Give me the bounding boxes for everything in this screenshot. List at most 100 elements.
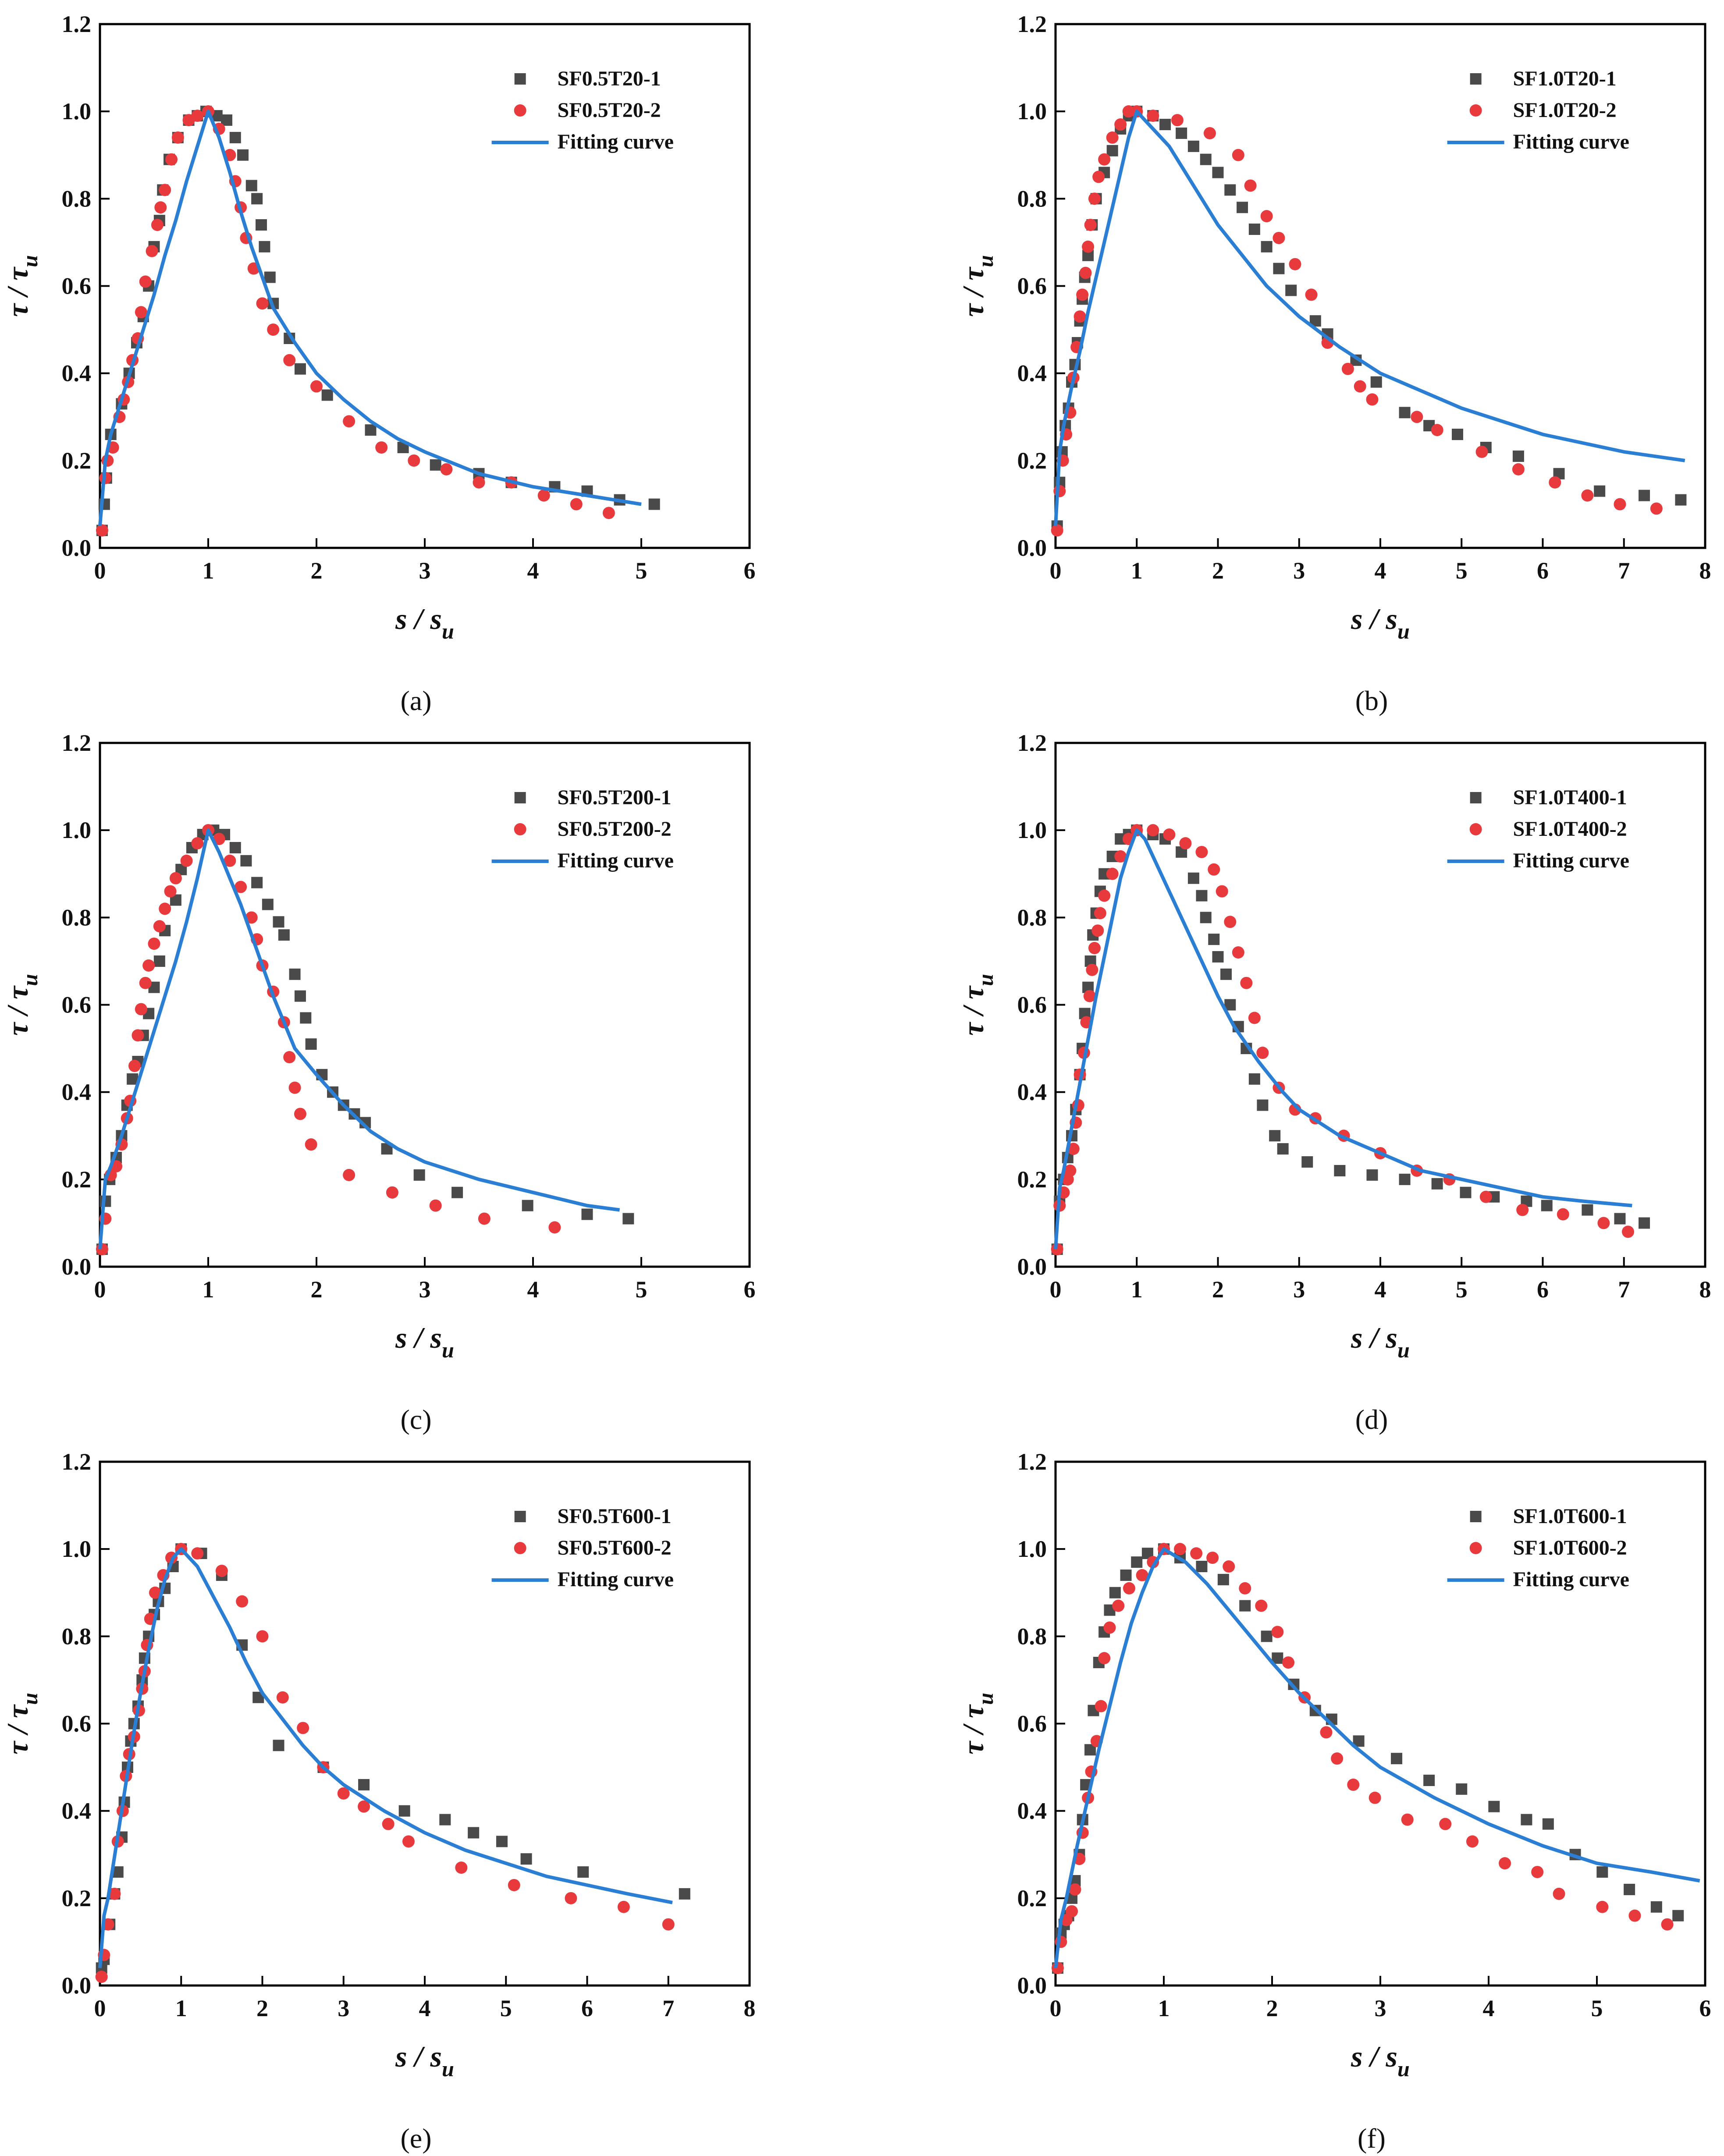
x-tick-label: 4 — [1483, 1995, 1495, 2021]
legend-label: SF1.0T20-1 — [1513, 67, 1617, 90]
x-tick-label: 1 — [175, 1995, 187, 2021]
data-point-circle — [191, 1547, 204, 1560]
data-point-circle — [548, 1221, 561, 1234]
x-axis-label-main: s / s — [1351, 2040, 1397, 2073]
data-point-circle — [151, 219, 164, 231]
x-tick-label: 4 — [527, 558, 539, 584]
series-fitting-curve — [98, 110, 642, 526]
data-point-square — [1269, 1130, 1281, 1142]
data-point-circle — [1088, 192, 1101, 205]
data-point-circle — [473, 476, 485, 489]
data-point-circle — [1240, 977, 1253, 989]
data-point-square — [1431, 1178, 1443, 1190]
series-sf1-0t600-2 — [1051, 1543, 1674, 1975]
data-point-circle — [1439, 1818, 1452, 1830]
data-point-square — [1423, 1774, 1435, 1786]
data-point-square — [1672, 1910, 1684, 1922]
data-point-circle — [1091, 924, 1104, 937]
legend-label: SF0.5T200-2 — [558, 817, 672, 841]
x-axis-label: s / su — [1351, 2040, 1410, 2081]
data-point-circle — [1466, 1835, 1479, 1848]
data-point-circle — [1123, 1582, 1135, 1595]
data-point-circle — [1553, 1887, 1565, 1900]
data-point-circle — [267, 323, 280, 336]
data-point-circle — [1195, 845, 1208, 858]
data-point-square — [1106, 145, 1118, 156]
data-point-square — [1261, 1630, 1273, 1642]
y-tick-label: 0.8 — [1017, 904, 1047, 931]
y-tick-label: 0.0 — [62, 535, 92, 561]
data-point-circle — [1479, 1190, 1492, 1203]
x-tick-label: 3 — [1293, 558, 1305, 584]
data-point-circle — [256, 297, 269, 310]
data-point-square — [522, 1200, 533, 1211]
data-point-square — [1220, 968, 1232, 980]
data-point-circle — [169, 872, 182, 884]
data-point-circle — [1086, 963, 1098, 976]
panel-caption: (b) — [1355, 685, 1388, 716]
data-point-circle — [1596, 1900, 1609, 1913]
series-sf0-5t20-1 — [96, 106, 660, 536]
data-point-square — [1224, 184, 1236, 196]
y-axis-label: τ / τu — [956, 255, 998, 317]
data-point-square — [220, 114, 232, 126]
data-point-square — [1217, 1573, 1229, 1585]
x-axis-label-subscript: u — [1397, 1338, 1410, 1362]
data-point-square — [679, 1888, 690, 1900]
y-tick-label: 0.8 — [1017, 185, 1047, 212]
data-point-square — [1176, 127, 1187, 139]
x-tick-label: 2 — [311, 558, 323, 584]
data-point-square — [365, 424, 377, 436]
data-point-circle — [382, 1818, 395, 1830]
y-axis-label-subscript: u — [18, 255, 42, 267]
y-tick-label: 0.6 — [1017, 273, 1047, 299]
data-point-circle — [1106, 867, 1119, 880]
data-point-circle — [1255, 1599, 1268, 1612]
x-tick-label: 1 — [203, 558, 214, 584]
y-tick-label: 1.2 — [62, 11, 92, 37]
data-point-circle — [294, 1108, 306, 1120]
data-point-circle — [1094, 907, 1106, 920]
legend-label: Fitting curve — [558, 130, 674, 153]
data-point-square — [1248, 224, 1260, 235]
data-point-square — [1131, 1556, 1143, 1568]
data-point-circle — [1549, 476, 1561, 489]
y-axis-label-subscript: u — [18, 1693, 42, 1705]
legend-circle-swatch — [1469, 104, 1482, 117]
data-point-circle — [1064, 1164, 1077, 1177]
data-point-square — [259, 241, 270, 252]
data-point-circle — [235, 881, 247, 893]
data-point-circle — [276, 1691, 289, 1704]
data-point-circle — [1088, 942, 1101, 955]
data-point-square — [256, 219, 267, 231]
data-point-circle — [159, 184, 171, 196]
series-fitting-curve — [98, 828, 620, 1250]
x-tick-label: 8 — [744, 1995, 756, 2021]
data-point-circle — [288, 1081, 301, 1094]
data-point-square — [1582, 1204, 1593, 1216]
data-point-circle — [165, 153, 178, 166]
data-point-square — [229, 842, 241, 853]
data-point-circle — [108, 1887, 121, 1900]
data-point-square — [1212, 167, 1224, 178]
x-tick-label: 2 — [311, 1276, 323, 1303]
data-point-circle — [1190, 1547, 1203, 1560]
x-tick-label: 1 — [203, 1276, 214, 1303]
data-point-square — [1650, 1901, 1662, 1913]
data-point-circle — [142, 959, 155, 972]
chart-panel-e: 0 1 2 3 4 5 6 7 80.00.20.40.60.81.01.2s / suτ / … — [1, 1449, 756, 2154]
panel-caption: (e) — [400, 2123, 431, 2154]
data-point-circle — [602, 507, 615, 519]
y-tick-label: 1.2 — [1017, 730, 1047, 756]
legend: SF1.0T20-1 SF1.0T20-2 Fitting curve — [1447, 67, 1629, 153]
data-point-circle — [283, 354, 296, 366]
data-point-circle — [1106, 131, 1119, 144]
data-point-square — [622, 1213, 634, 1225]
series-fitting-curve — [1054, 110, 1685, 526]
data-point-circle — [570, 498, 583, 511]
x-tick-label: 6 — [1699, 1995, 1711, 2021]
data-point-square — [1512, 450, 1524, 462]
data-point-square — [520, 1853, 532, 1865]
data-point-square — [468, 1827, 480, 1839]
y-axis-label: τ / τu — [1, 1693, 42, 1755]
